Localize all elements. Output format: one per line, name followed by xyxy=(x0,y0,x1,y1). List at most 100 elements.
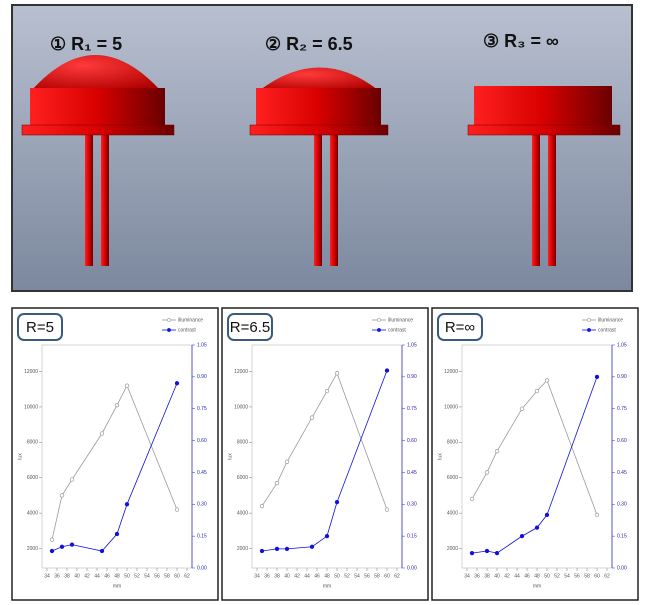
x-tick-label: 48 xyxy=(534,573,540,579)
legend-label: illuminance xyxy=(178,317,203,323)
x-tick-label: 62 xyxy=(604,573,610,579)
x-tick-label: 52 xyxy=(134,573,140,579)
x-tick-label: 46 xyxy=(314,573,320,579)
data-point xyxy=(275,547,279,551)
data-point xyxy=(115,532,119,536)
y-tick-label: 4000 xyxy=(27,510,38,516)
y-axis-label: lux xyxy=(227,453,233,460)
y2-tick-label: 0.60 xyxy=(617,438,627,444)
y-tick-label: 10000 xyxy=(234,404,248,410)
data-point xyxy=(125,502,129,506)
y2-tick-label: 0.75 xyxy=(617,406,627,412)
y-tick-label: 12000 xyxy=(24,369,38,375)
data-point xyxy=(485,549,489,553)
y2-tick-label: 0.30 xyxy=(197,502,207,508)
x-tick-label: 34 xyxy=(44,573,50,579)
y-tick-label: 12000 xyxy=(444,369,458,375)
data-point xyxy=(115,403,119,407)
x-tick-label: 48 xyxy=(324,573,330,579)
y-tick-label: 4000 xyxy=(447,510,458,516)
data-point xyxy=(470,551,474,555)
y2-tick-label: 0.75 xyxy=(197,406,207,412)
data-point xyxy=(275,481,279,485)
data-point xyxy=(285,547,289,551)
data-point xyxy=(385,508,389,512)
y2-tick-label: 0.90 xyxy=(197,374,207,380)
x-tick-label: 42 xyxy=(294,573,300,579)
x-tick-label: 36 xyxy=(54,573,60,579)
legend-label: contrast xyxy=(178,327,196,333)
chart-panel xyxy=(222,308,428,600)
x-axis-label: mm xyxy=(533,583,541,589)
y2-tick-label: 0.30 xyxy=(617,502,627,508)
y-tick-label: 10000 xyxy=(24,404,38,410)
legend-label: contrast xyxy=(388,327,406,333)
data-point xyxy=(175,381,179,385)
x-tick-label: 54 xyxy=(354,573,360,579)
y2-tick-label: 0.45 xyxy=(197,470,207,476)
chart-panel xyxy=(432,308,638,600)
x-tick-label: 38 xyxy=(64,573,70,579)
data-point xyxy=(470,497,474,501)
data-point xyxy=(50,549,54,553)
legend-marker xyxy=(377,318,380,321)
data-point xyxy=(175,508,179,512)
y2-tick-label: 1.05 xyxy=(617,342,627,348)
y-tick-label: 6000 xyxy=(27,475,38,481)
y-tick-label: 12000 xyxy=(234,369,248,375)
panel-title: R=6.5 xyxy=(230,319,270,336)
data-point xyxy=(325,534,329,538)
data-point xyxy=(535,389,539,393)
data-point xyxy=(60,545,64,549)
y-tick-label: 6000 xyxy=(447,475,458,481)
data-point xyxy=(260,504,264,508)
x-tick-label: 60 xyxy=(594,573,600,579)
legend-marker xyxy=(377,328,380,331)
x-tick-label: 50 xyxy=(544,573,550,579)
x-tick-label: 42 xyxy=(504,573,510,579)
y-tick-label: 2000 xyxy=(447,546,458,552)
x-tick-label: 60 xyxy=(174,573,180,579)
x-tick-label: 58 xyxy=(584,573,590,579)
x-tick-label: 62 xyxy=(184,573,190,579)
y2-tick-label: 0.60 xyxy=(197,438,207,444)
data-point xyxy=(70,543,74,547)
data-point xyxy=(520,534,524,538)
y-tick-label: 6000 xyxy=(237,475,248,481)
x-tick-label: 58 xyxy=(164,573,170,579)
legend-marker xyxy=(167,328,170,331)
data-point xyxy=(260,549,264,553)
legend-marker xyxy=(587,318,590,321)
x-tick-label: 56 xyxy=(574,573,580,579)
data-point xyxy=(520,407,524,411)
chart-panel xyxy=(12,308,218,600)
data-point xyxy=(60,494,64,498)
data-point xyxy=(285,460,289,464)
y2-tick-label: 0.60 xyxy=(407,438,417,444)
y2-tick-label: 0.00 xyxy=(617,565,627,571)
data-point xyxy=(385,369,389,373)
x-tick-label: 46 xyxy=(524,573,530,579)
y2-tick-label: 1.05 xyxy=(407,342,417,348)
x-tick-label: 50 xyxy=(334,573,340,579)
x-tick-label: 40 xyxy=(74,573,80,579)
sensor-label: ③ R₃ = ∞ xyxy=(483,31,559,51)
y2-tick-label: 0.15 xyxy=(407,533,417,539)
data-point xyxy=(495,449,499,453)
legend-label: illuminance xyxy=(598,317,623,323)
x-tick-label: 44 xyxy=(514,573,520,579)
x-tick-label: 56 xyxy=(154,573,160,579)
panel-title: R=∞ xyxy=(445,319,476,336)
legend-label: contrast xyxy=(598,327,616,333)
data-point xyxy=(310,545,314,549)
data-point xyxy=(100,549,104,553)
y2-tick-label: 0.00 xyxy=(197,565,207,571)
data-point xyxy=(335,372,339,376)
x-tick-label: 60 xyxy=(384,573,390,579)
y2-tick-label: 0.45 xyxy=(617,470,627,476)
y-axis-label: lux xyxy=(17,453,23,460)
y2-tick-label: 1.05 xyxy=(197,342,207,348)
data-point xyxy=(595,375,599,379)
data-point xyxy=(335,500,339,504)
x-tick-label: 44 xyxy=(94,573,100,579)
